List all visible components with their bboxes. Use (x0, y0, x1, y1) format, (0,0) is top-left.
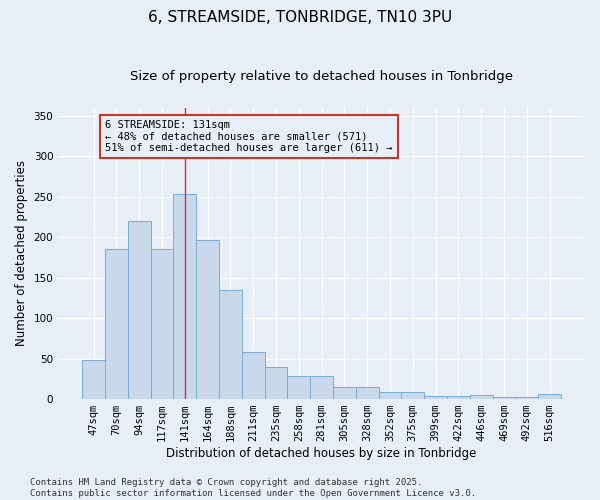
Y-axis label: Number of detached properties: Number of detached properties (15, 160, 28, 346)
Text: Contains HM Land Registry data © Crown copyright and database right 2025.
Contai: Contains HM Land Registry data © Crown c… (30, 478, 476, 498)
Bar (82, 360, 105, 399)
Bar (310, 376, 333, 399)
Bar (424, 396, 447, 399)
Bar (401, 392, 424, 399)
Bar (356, 387, 379, 399)
Text: 6 STREAMSIDE: 131sqm
← 48% of detached houses are smaller (571)
51% of semi-deta: 6 STREAMSIDE: 131sqm ← 48% of detached h… (105, 120, 392, 153)
Bar (219, 290, 242, 399)
Bar (173, 194, 196, 399)
Bar (470, 395, 493, 399)
Bar (515, 398, 538, 399)
X-axis label: Distribution of detached houses by size in Tonbridge: Distribution of detached houses by size … (166, 447, 477, 460)
Bar (379, 392, 401, 399)
Bar (105, 250, 128, 399)
Title: Size of property relative to detached houses in Tonbridge: Size of property relative to detached ho… (130, 70, 513, 83)
Bar (333, 387, 356, 399)
Bar (242, 352, 265, 399)
Bar (287, 376, 310, 399)
Text: 6, STREAMSIDE, TONBRIDGE, TN10 3PU: 6, STREAMSIDE, TONBRIDGE, TN10 3PU (148, 10, 452, 25)
Bar (265, 366, 287, 399)
Bar (128, 221, 151, 399)
Bar (538, 394, 561, 399)
Bar (151, 250, 173, 399)
Bar (196, 240, 219, 399)
Bar (447, 396, 470, 399)
Bar (493, 396, 515, 399)
